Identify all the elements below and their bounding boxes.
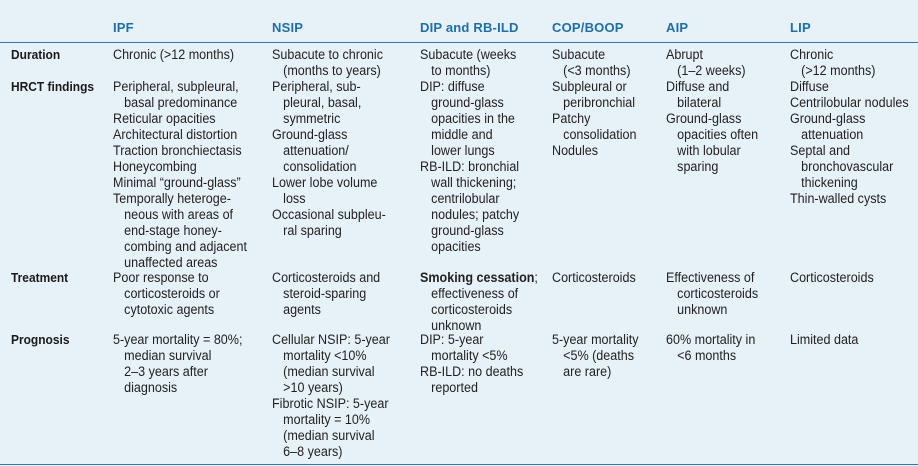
row-header-treatment: Treatment (11, 270, 69, 285)
cell-nsip-prognosis: Cellular NSIP: 5-year mortality <10% (me… (272, 332, 390, 459)
row-header-hrct: HRCT findings (11, 79, 95, 94)
cell-aip-hrct: Diffuse and bilateral Ground-glass opaci… (666, 79, 759, 174)
cell-dip-prognosis: DIP: 5-year mortality <5% RB-ILD: no dea… (420, 332, 524, 395)
cell-lip-prognosis: Limited data (790, 332, 859, 347)
table-body-background (0, 43, 918, 464)
col-header-dip: DIP and RB-ILD (420, 20, 519, 35)
cell-nsip-treatment: Corticosteroids and steroid-sparing agen… (272, 270, 381, 317)
cell-cop-hrct: Subpleural or peribronchial Patchy conso… (552, 79, 637, 158)
col-header-cop: COP/BOOP (552, 20, 624, 35)
col-header-ipf: IPF (113, 20, 134, 35)
col-header-nsip: NSIP (272, 20, 304, 35)
row-header-prognosis: Prognosis (11, 332, 70, 347)
cell-dip-hrct: DIP: diffuse ground-glass opacities in t… (420, 79, 520, 254)
cell-dip-duration: Subacute (weeks to months) (420, 47, 517, 78)
col-header-aip: AIP (666, 20, 689, 35)
cell-nsip-hrct: Peripheral, sub- pleural, basal, symmetr… (272, 79, 386, 238)
cell-cop-prognosis: 5-year mortality <5% (deaths are rare) (552, 332, 639, 379)
table-header (0, 0, 918, 42)
cell-dip-treatment: Smoking cessation; effectiveness of cort… (420, 270, 538, 333)
cell-lip-duration: Chronic (>12 months) (790, 47, 876, 78)
cell-ipf-prognosis: 5-year mortality = 80%; median survival … (113, 332, 243, 395)
cell-lip-hrct: Diffuse Centrilobular nodules Ground-gla… (790, 79, 909, 206)
header-divider (0, 42, 918, 43)
cell-ipf-duration: Chronic (>12 months) (113, 47, 235, 62)
col-header-lip: LIP (790, 20, 811, 35)
cell-cop-duration: Subacute (<3 months) (552, 47, 631, 78)
cell-cop-treatment: Corticosteroids (552, 270, 636, 285)
row-header-duration: Duration (11, 47, 61, 62)
table-bottom-rule (0, 464, 918, 465)
cell-aip-duration: Abrupt (1–2 weeks) (666, 47, 746, 78)
cell-lip-treatment: Corticosteroids (790, 270, 874, 285)
cell-nsip-duration: Subacute to chronic (months to years) (272, 47, 383, 78)
cell-ipf-treatment: Poor response to corticosteroids or cyto… (113, 270, 220, 317)
cell-aip-treatment: Effectiveness of corticosteroids unknown (666, 270, 759, 317)
smoking-cessation-bold: Smoking cessation (420, 270, 535, 285)
cell-aip-prognosis: 60% mortality in <6 months (666, 332, 756, 363)
cell-ipf-hrct: Peripheral, subpleural, basal predominan… (113, 79, 248, 270)
